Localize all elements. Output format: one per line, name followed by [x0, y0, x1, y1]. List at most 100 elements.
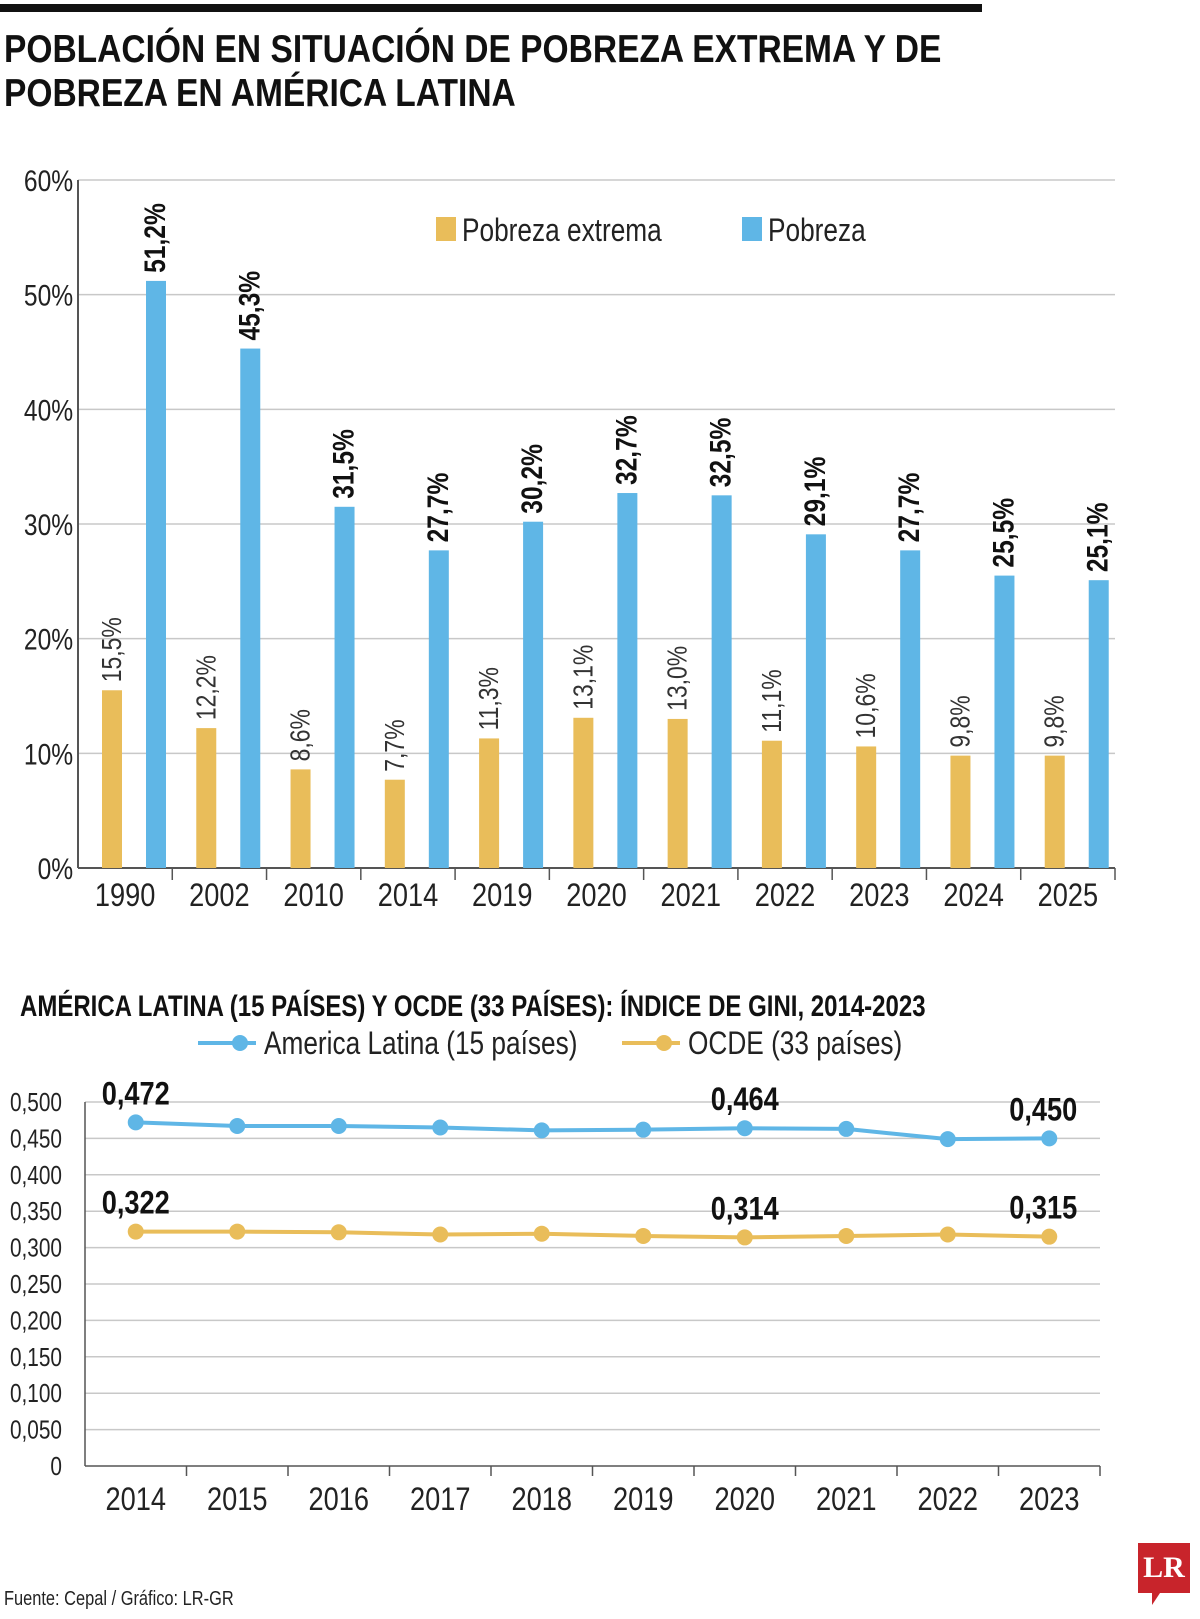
legend-swatch	[742, 217, 762, 241]
x-tick-label: 2016	[309, 1482, 369, 1518]
y-tick-label: 0%	[38, 852, 74, 886]
bar-data-label: 27,7%	[420, 473, 454, 543]
bar-data-label: 51,2%	[138, 203, 172, 273]
x-tick-label: 2021	[816, 1482, 876, 1518]
top-rule	[0, 4, 982, 12]
x-tick-label: 2021	[661, 878, 721, 914]
legend-label: OCDE (33 países)	[688, 1027, 902, 1062]
data-point	[533, 1122, 550, 1139]
bar-pobreza	[900, 550, 921, 868]
bar-data-label: 13,1%	[568, 645, 599, 710]
chart-title: POBLACIÓN EN SITUACIÓN DE POBREZA EXTREM…	[4, 28, 942, 115]
bar-pobreza	[523, 521, 544, 868]
point-data-label: 0,472	[102, 1076, 170, 1112]
line-chart-title: AMÉRICA LATINA (15 PAÍSES) Y OCDE (33 PA…	[20, 990, 926, 1023]
y-tick-label: 50%	[24, 278, 73, 312]
data-point	[939, 1131, 956, 1148]
data-point	[432, 1119, 449, 1136]
bar-data-label: 11,1%	[757, 669, 788, 732]
bar-data-label: 45,3%	[232, 271, 266, 341]
x-tick-label: 1990	[95, 878, 155, 914]
bar-pobreza-extrema	[384, 779, 405, 868]
y-tick-label: 30%	[24, 508, 73, 542]
x-tick-label: 2018	[512, 1482, 572, 1518]
data-point	[330, 1224, 347, 1241]
data-point	[432, 1226, 449, 1243]
bar-data-label: 25,1%	[1080, 502, 1114, 572]
bar-data-label: 27,7%	[892, 473, 926, 543]
y-tick-label: 0,050	[10, 1415, 62, 1444]
x-tick-label: 2010	[283, 878, 343, 914]
bar-pobreza	[1088, 580, 1109, 868]
bar-data-label: 15,5%	[97, 617, 128, 682]
point-data-label: 0,314	[711, 1191, 779, 1227]
bar-pobreza	[146, 280, 166, 868]
bar-data-label: 13,0%	[663, 646, 694, 711]
bar-pobreza-extrema	[761, 740, 782, 868]
data-point	[229, 1118, 246, 1135]
x-tick-label: 2025	[1038, 878, 1098, 914]
x-tick-label: 2022	[755, 878, 815, 914]
x-tick-label: 2022	[918, 1482, 978, 1518]
x-tick-label: 2020	[715, 1482, 775, 1518]
data-point	[635, 1227, 652, 1244]
x-tick-label: 2024	[943, 878, 1003, 914]
x-tick-label: 2014	[106, 1482, 166, 1518]
bar-pobreza-extrema	[667, 718, 688, 868]
x-tick-label: 2017	[410, 1482, 470, 1518]
point-data-label: 0,464	[711, 1082, 779, 1118]
bar-pobreza	[428, 550, 449, 868]
legend-label: Pobreza extrema	[462, 214, 662, 249]
data-point	[1041, 1228, 1058, 1245]
legend-marker	[656, 1035, 672, 1051]
y-tick-label: 40%	[24, 393, 73, 427]
x-tick-label: 2020	[566, 878, 626, 914]
data-point	[736, 1229, 753, 1246]
x-tick-label: 2019	[613, 1482, 673, 1518]
y-tick-label: 0	[50, 1452, 62, 1481]
x-tick-label: 2023	[849, 878, 909, 914]
data-point	[635, 1121, 652, 1138]
line-ocde	[135, 1229, 1050, 1240]
legend-marker	[232, 1035, 248, 1051]
bar-data-label: 7,7%	[380, 719, 411, 771]
lr-logo: LR	[1138, 1543, 1190, 1605]
bar-data-label: 9,8%	[1040, 695, 1071, 747]
y-tick-label: 0,250	[10, 1270, 62, 1299]
bar-data-label: 31,5%	[326, 429, 360, 499]
x-tick-label: 2019	[472, 878, 532, 914]
data-point	[330, 1118, 347, 1135]
bar-pobreza-extrema	[856, 746, 877, 868]
data-point	[1041, 1130, 1058, 1147]
data-point	[127, 1223, 144, 1240]
bar-chart: 0% 10% 20% 30% 40% 50% 60% 1990 15,5% 51,2% 2002 12…	[24, 164, 1116, 914]
bar-pobreza-extrema	[573, 717, 594, 868]
data-point	[838, 1120, 855, 1137]
legend-label: Pobreza	[768, 214, 866, 249]
x-tick-label: 2002	[189, 878, 249, 914]
line-america-latina	[135, 1120, 1050, 1142]
bar-pobreza	[617, 493, 638, 868]
y-tick-label: 0,500	[10, 1088, 62, 1117]
bar-pobreza-extrema	[1044, 755, 1065, 868]
bar-pobreza-extrema	[196, 728, 217, 868]
bar-pobreza	[994, 575, 1015, 868]
bar-pobreza-extrema	[950, 755, 971, 868]
data-point	[533, 1225, 550, 1242]
data-point	[838, 1227, 855, 1244]
y-tick-label: 0,200	[10, 1306, 62, 1335]
y-tick-label: 0,400	[10, 1161, 62, 1190]
bar-pobreza	[334, 506, 355, 868]
bar-data-label: 32,5%	[703, 418, 737, 488]
bar-data-label: 30,2%	[515, 444, 549, 514]
bar-data-label: 9,8%	[945, 695, 976, 747]
y-tick-label: 0,350	[10, 1197, 62, 1226]
point-data-label: 0,315	[1009, 1191, 1077, 1227]
y-tick-label: 60%	[24, 164, 73, 198]
bar-data-label: 29,1%	[798, 457, 832, 527]
bar-pobreza	[240, 348, 261, 868]
bar-pobreza	[711, 495, 732, 868]
bar-pobreza-extrema	[479, 738, 500, 868]
bar-pobreza-extrema	[102, 690, 122, 868]
